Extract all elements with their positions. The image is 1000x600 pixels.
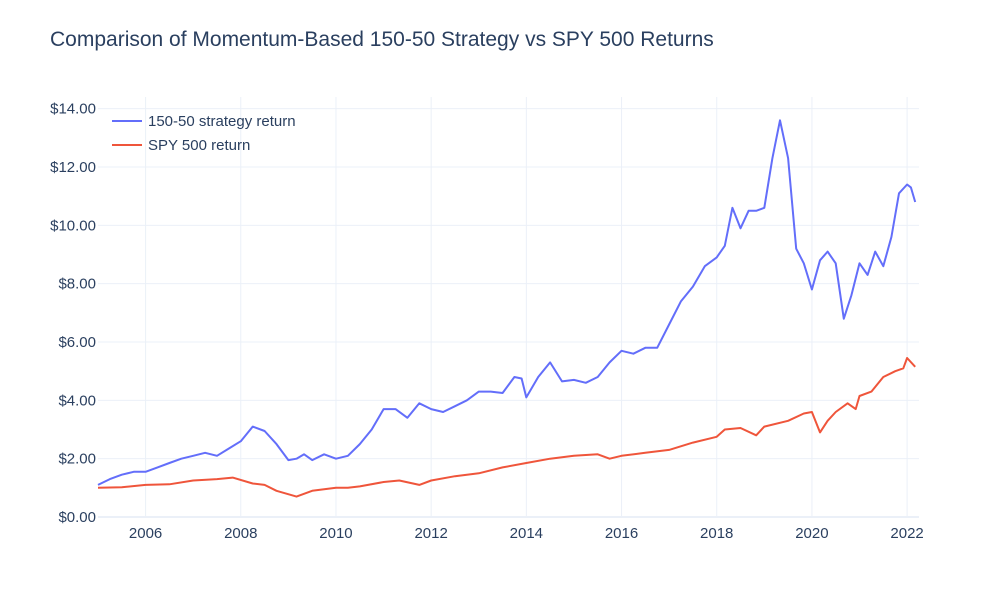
y-tick-label: $2.00 bbox=[58, 451, 96, 468]
chart-title: Comparison of Momentum-Based 150-50 Stra… bbox=[50, 28, 714, 51]
x-tick-label: 2010 bbox=[319, 525, 352, 542]
y-tick-label: $4.00 bbox=[58, 392, 96, 409]
legend-label: SPY 500 return bbox=[148, 137, 250, 154]
x-tick-label: 2008 bbox=[224, 525, 257, 542]
grid-lines bbox=[98, 97, 919, 517]
y-tick-label: $14.00 bbox=[50, 101, 96, 118]
y-tick-label: $6.00 bbox=[58, 334, 96, 351]
x-tick-label: 2006 bbox=[129, 525, 162, 542]
legend-label: 150-50 strategy return bbox=[148, 113, 296, 130]
y-tick-label: $10.00 bbox=[50, 217, 96, 234]
x-axis-ticks: 2006 2008 2010 2012 2014 2016 2018 2020 2022 bbox=[129, 525, 924, 542]
x-tick-label: 2022 bbox=[890, 525, 923, 542]
x-tick-label: 2020 bbox=[795, 525, 828, 542]
series-lines bbox=[97, 119, 917, 498]
y-tick-label: $8.00 bbox=[58, 276, 96, 293]
y-tick-label: $12.00 bbox=[50, 159, 96, 176]
x-tick-label: 2012 bbox=[414, 525, 447, 542]
y-axis-ticks: $0.00 $2.00 $4.00 $6.00 $8.00 $10.00 $12.00 $14… bbox=[50, 101, 96, 526]
y-tick-label: $0.00 bbox=[58, 509, 96, 526]
legend: 150-50 strategy return SPY 500 return bbox=[112, 113, 296, 154]
x-tick-label: 2014 bbox=[510, 525, 543, 542]
series-line-strategy bbox=[97, 119, 917, 486]
series-line-spy bbox=[97, 357, 916, 498]
x-tick-label: 2018 bbox=[700, 525, 733, 542]
x-tick-label: 2016 bbox=[605, 525, 638, 542]
